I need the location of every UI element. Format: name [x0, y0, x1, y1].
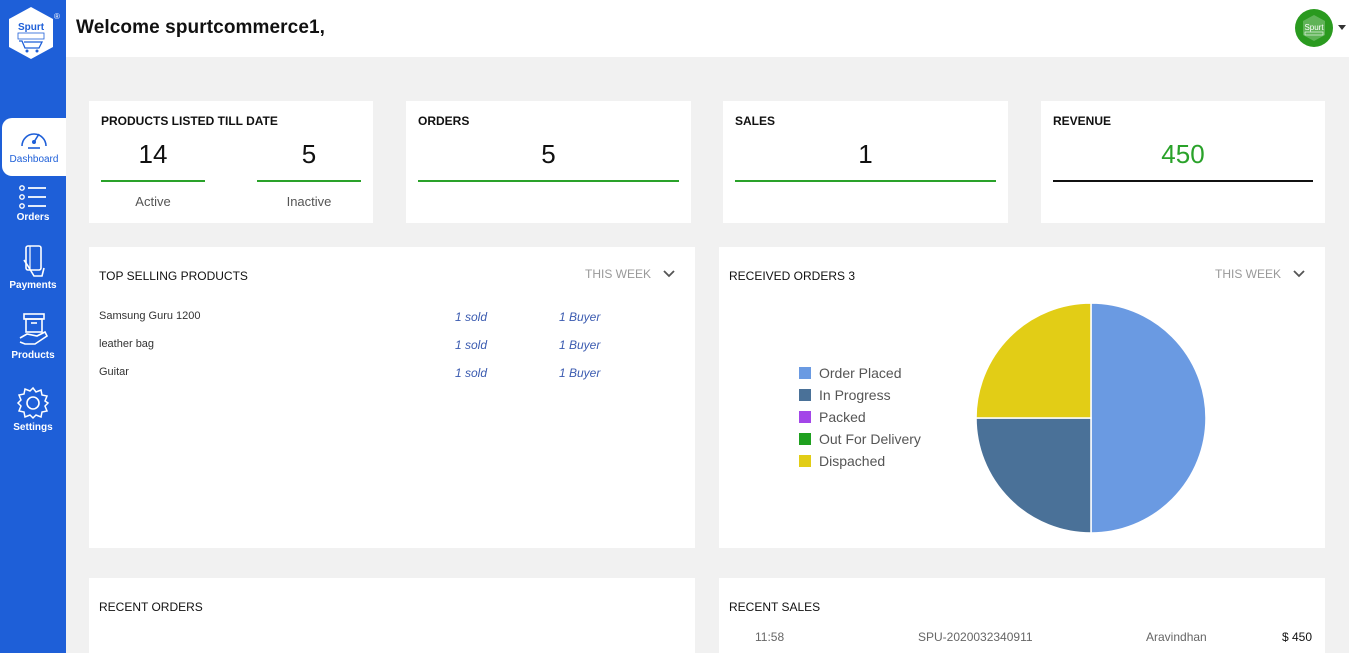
- panel-title: RECENT SALES: [729, 600, 821, 614]
- active-products-count: 14: [138, 139, 168, 169]
- divider: [418, 180, 679, 182]
- gear-icon: [16, 386, 50, 420]
- chevron-down-icon[interactable]: [1338, 25, 1346, 30]
- divider: [735, 180, 996, 182]
- revenue-amount: 450: [1161, 139, 1205, 169]
- card-title: REVENUE: [1053, 114, 1112, 128]
- legend-swatch: [799, 367, 811, 379]
- registered-mark-icon: ®: [54, 12, 60, 21]
- chevron-down-icon[interactable]: [1293, 268, 1305, 280]
- chevron-down-icon[interactable]: [663, 268, 675, 280]
- legend-item[interactable]: Order Placed: [799, 365, 921, 387]
- orders-pie-chart: [975, 302, 1207, 534]
- chart-legend: Order Placed In Progress Packed Out For Del…: [799, 365, 921, 475]
- sidebar-logo-area: Spurt ®: [0, 0, 66, 116]
- sidebar-item-label: Payments: [9, 280, 57, 291]
- sidebar-item-products[interactable]: Products: [0, 312, 66, 361]
- sale-customer: Aravindhan: [1146, 630, 1207, 644]
- legend-swatch: [799, 411, 811, 423]
- box-hand-icon: [19, 313, 49, 345]
- active-label: Active: [135, 194, 171, 209]
- pie-slice-order-placed[interactable]: [1090, 302, 1207, 534]
- inactive-label: Inactive: [286, 194, 332, 209]
- products-stat-card: PRODUCTS LISTED TILL DATE 14 Active 5 In…: [89, 101, 373, 223]
- user-logo-icon: Spurt: [1303, 15, 1325, 41]
- divider: [257, 180, 361, 182]
- sidebar-item-orders[interactable]: Orders: [0, 184, 66, 223]
- legend-swatch: [799, 433, 811, 445]
- sale-amount: $ 450: [1282, 630, 1313, 644]
- top-header: Welcome spurtcommerce1, Spurt: [66, 0, 1349, 57]
- buyer-count: 1 Buyer: [559, 366, 601, 380]
- sales-count: 1: [858, 139, 873, 169]
- svg-text:Spurt: Spurt: [18, 22, 45, 33]
- panel-title: RECEIVED ORDERS 3: [729, 269, 856, 283]
- legend-item[interactable]: Out For Delivery: [799, 431, 921, 453]
- legend-item[interactable]: Dispached: [799, 453, 921, 475]
- recent-orders-panel: RECENT ORDERS: [89, 578, 695, 653]
- payment-card-icon: [23, 245, 45, 277]
- week-filter[interactable]: THIS WEEK: [585, 267, 652, 281]
- recent-sales-panel: RECENT SALES 11:58 SPU-2020032340911 Ara…: [719, 578, 1325, 653]
- orders-stat-card: ORDERS 5: [406, 101, 691, 223]
- pie-slice-dispached[interactable]: [975, 302, 1092, 419]
- legend-item[interactable]: Packed: [799, 409, 921, 431]
- sale-order-id[interactable]: SPU-2020032340911: [918, 630, 1033, 644]
- welcome-text: Welcome spurtcommerce1,: [76, 17, 326, 38]
- legend-label: Dispached: [819, 453, 886, 469]
- card-title: SALES: [735, 114, 776, 128]
- legend-swatch: [799, 455, 811, 467]
- sold-count: 1 sold: [455, 366, 488, 380]
- sold-count: 1 sold: [455, 310, 488, 324]
- inactive-products-count: 5: [301, 139, 317, 169]
- sidebar-item-label: Products: [11, 350, 55, 361]
- legend-label: Packed: [819, 409, 866, 425]
- orders-count: 5: [541, 139, 556, 169]
- revenue-stat-card: REVENUE 450: [1041, 101, 1325, 223]
- divider: [1053, 180, 1313, 182]
- sales-stat-card: SALES 1: [723, 101, 1008, 223]
- top-selling-panel: TOP SELLING PRODUCTS THIS WEEK Samsung G…: [89, 247, 695, 548]
- buyer-count: 1 Buyer: [559, 310, 601, 324]
- week-filter[interactable]: THIS WEEK: [1215, 267, 1282, 281]
- sidebar-item-payments[interactable]: Payments: [0, 244, 66, 291]
- sidebar: Spurt ® Dashboard Orders: [0, 0, 66, 653]
- list-item[interactable]: Guitar: [99, 366, 129, 378]
- sidebar-item-settings[interactable]: Settings: [0, 386, 66, 433]
- sidebar-item-label: Dashboard: [9, 154, 59, 165]
- sale-time: 11:58: [755, 630, 785, 644]
- sidebar-item-dashboard[interactable]: Dashboard: [2, 118, 66, 176]
- legend-label: Out For Delivery: [819, 431, 921, 447]
- divider: [101, 180, 205, 182]
- card-title: ORDERS: [418, 114, 470, 128]
- legend-swatch: [799, 389, 811, 401]
- panel-title: TOP SELLING PRODUCTS: [99, 269, 248, 283]
- legend-label: Order Placed: [819, 365, 902, 381]
- gauge-icon: [21, 133, 47, 149]
- sidebar-item-label: Settings: [13, 422, 53, 433]
- pie-slice-in-progress[interactable]: [975, 417, 1092, 534]
- avatar[interactable]: Spurt: [1295, 9, 1333, 47]
- svg-text:Spurt: Spurt: [1304, 23, 1324, 32]
- list-item[interactable]: leather bag: [99, 338, 155, 350]
- legend-label: In Progress: [819, 387, 891, 403]
- list-item[interactable]: Samsung Guru 1200: [99, 310, 201, 322]
- buyer-count: 1 Buyer: [559, 338, 601, 352]
- card-title: PRODUCTS LISTED TILL DATE: [101, 114, 278, 128]
- list-icon: [19, 185, 46, 209]
- legend-item[interactable]: In Progress: [799, 387, 921, 409]
- panel-title: RECENT ORDERS: [99, 600, 203, 614]
- sidebar-item-label: Orders: [16, 212, 50, 223]
- spurt-commerce-logo[interactable]: Spurt: [7, 6, 55, 60]
- received-orders-panel: RECEIVED ORDERS 3 THIS WEEK Order Placed…: [719, 247, 1325, 548]
- sold-count: 1 sold: [455, 338, 488, 352]
